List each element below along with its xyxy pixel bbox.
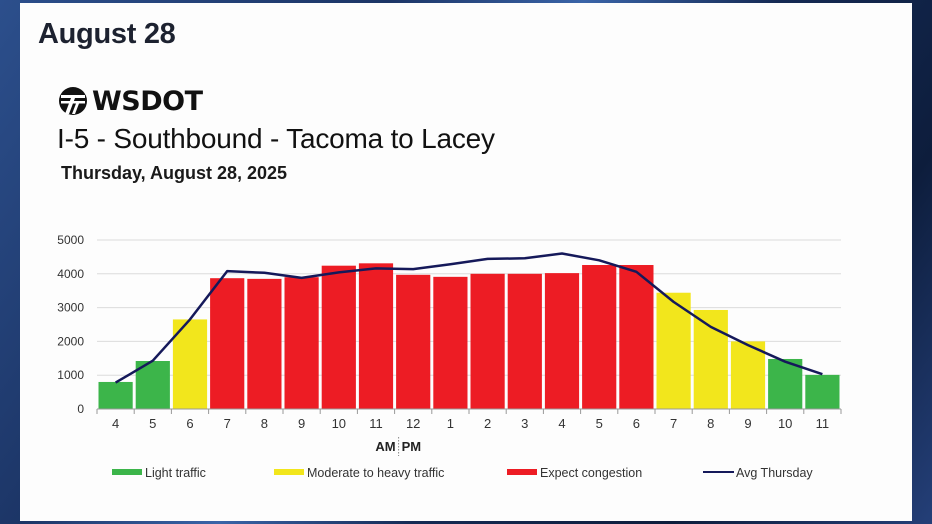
x-tick-label: 9 bbox=[298, 416, 305, 431]
bar-congestion bbox=[358, 263, 394, 409]
wsdot-logo-icon bbox=[59, 87, 87, 115]
bar-moderate bbox=[730, 341, 766, 409]
y-tick-label: 4000 bbox=[57, 267, 84, 281]
pm-label: PM bbox=[402, 439, 422, 454]
bar-congestion bbox=[396, 274, 431, 409]
avg-thursday-line bbox=[114, 252, 823, 384]
x-tick-label: 8 bbox=[707, 416, 714, 431]
bar-light bbox=[98, 381, 133, 409]
bar-congestion bbox=[582, 265, 617, 409]
y-tick-label: 5000 bbox=[57, 233, 84, 247]
x-tick-label: 4 bbox=[112, 416, 119, 431]
bar-congestion bbox=[544, 273, 580, 409]
bar-moderate bbox=[172, 319, 208, 409]
x-tick-label: 7 bbox=[670, 416, 677, 431]
bar-congestion bbox=[470, 273, 505, 409]
bar-congestion bbox=[433, 276, 468, 409]
x-tick-label: 2 bbox=[484, 416, 491, 431]
x-tick-label: 6 bbox=[633, 416, 640, 431]
bar-light bbox=[805, 374, 840, 409]
x-tick-label: 5 bbox=[149, 416, 156, 431]
bar-congestion bbox=[210, 278, 245, 409]
x-tick-label: 12 bbox=[406, 416, 420, 431]
chart-subtitle: Thursday, August 28, 2025 bbox=[61, 163, 288, 183]
x-tick-label: 6 bbox=[186, 416, 193, 431]
x-tick-label: 10 bbox=[778, 416, 792, 431]
bar-moderate bbox=[693, 309, 728, 409]
x-tick-label: 7 bbox=[224, 416, 231, 431]
x-tick-label: 11 bbox=[369, 416, 383, 431]
bar-light bbox=[768, 358, 803, 409]
wsdot-logo: WSDOT bbox=[58, 85, 203, 117]
x-tick-label: 5 bbox=[596, 416, 603, 431]
y-tick-label: 3000 bbox=[57, 301, 84, 315]
legend-swatch-moderate bbox=[274, 469, 304, 475]
x-tick-label: 1 bbox=[447, 416, 454, 431]
legend-label: Light traffic bbox=[145, 466, 206, 480]
bar-congestion bbox=[507, 273, 542, 409]
am-label: AM bbox=[375, 439, 395, 454]
legend-label: Avg Thursday bbox=[736, 466, 813, 480]
legend-swatch-congestion bbox=[507, 469, 537, 475]
bar-moderate bbox=[656, 292, 691, 409]
bar-congestion bbox=[284, 277, 319, 409]
bar-congestion bbox=[619, 265, 654, 409]
x-tick-label: 4 bbox=[558, 416, 565, 431]
x-tick-label: 11 bbox=[816, 416, 830, 431]
x-tick-label: 9 bbox=[744, 416, 751, 431]
legend-label: Moderate to heavy traffic bbox=[307, 466, 444, 480]
x-tick-label: 8 bbox=[261, 416, 268, 431]
bar-congestion bbox=[247, 278, 282, 409]
date-heading: August 28 bbox=[38, 18, 176, 50]
x-tick-label: 3 bbox=[521, 416, 528, 431]
y-tick-label: 2000 bbox=[57, 334, 84, 348]
legend-swatch-light bbox=[112, 469, 142, 475]
bar-congestion bbox=[321, 265, 356, 409]
y-tick-label: 1000 bbox=[57, 368, 84, 382]
legend-label: Expect congestion bbox=[540, 466, 642, 480]
bar-light bbox=[135, 361, 170, 409]
chart-title: I-5 - Southbound - Tacoma to Lacey bbox=[57, 123, 495, 154]
y-tick-label: 0 bbox=[77, 402, 84, 416]
x-tick-label: 10 bbox=[332, 416, 346, 431]
wsdot-logo-text: WSDOT bbox=[92, 85, 203, 117]
